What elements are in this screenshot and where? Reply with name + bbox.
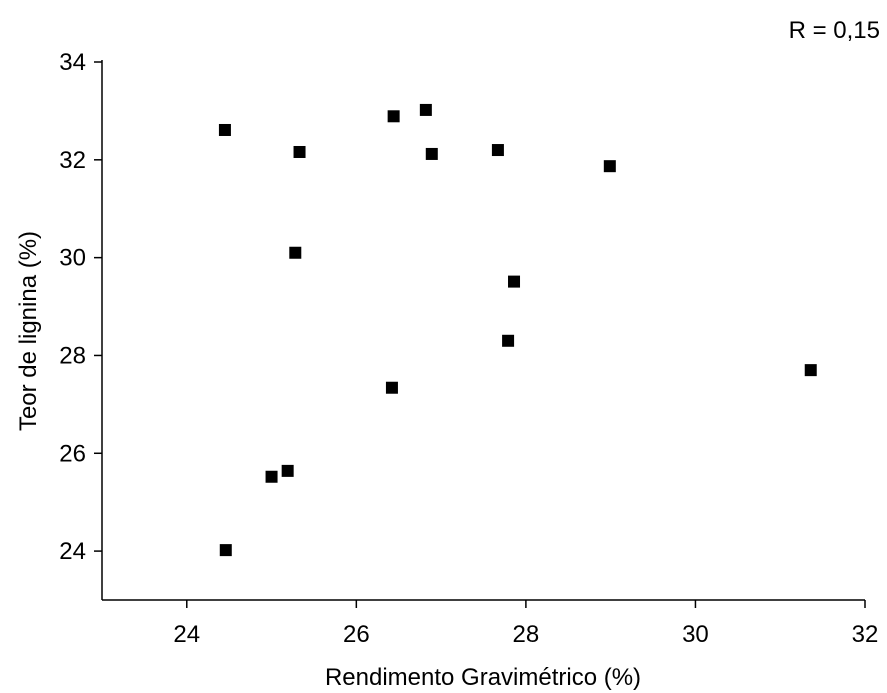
y-tick-label: 32 <box>59 147 86 174</box>
y-tick-label: 30 <box>59 245 86 272</box>
x-tick-label: 32 <box>852 621 879 648</box>
x-tick-label: 26 <box>343 621 370 648</box>
y-tick-label: 28 <box>59 342 86 369</box>
y-tick-label: 26 <box>59 440 86 467</box>
point <box>385 381 398 394</box>
point <box>265 470 278 483</box>
annotation: R = 0,15 <box>789 17 880 44</box>
x-axis-label: Rendimento Gravimétrico (%) <box>325 664 641 691</box>
point <box>508 275 521 288</box>
point <box>804 364 817 377</box>
y-tick-label: 34 <box>59 49 86 76</box>
point <box>281 464 294 477</box>
x-tick-label: 30 <box>682 621 709 648</box>
point <box>425 147 438 160</box>
point <box>491 144 504 157</box>
y-tick-label: 24 <box>59 538 86 565</box>
x-tick-label: 28 <box>513 621 540 648</box>
point <box>218 123 231 136</box>
point <box>289 246 302 259</box>
point <box>219 544 232 557</box>
point <box>387 110 400 123</box>
point <box>419 103 432 116</box>
point <box>293 145 306 158</box>
point <box>603 160 616 173</box>
point <box>502 334 515 347</box>
x-tick-label: 24 <box>173 621 200 648</box>
y-axis-label: Teor de lignina (%) <box>15 231 42 431</box>
